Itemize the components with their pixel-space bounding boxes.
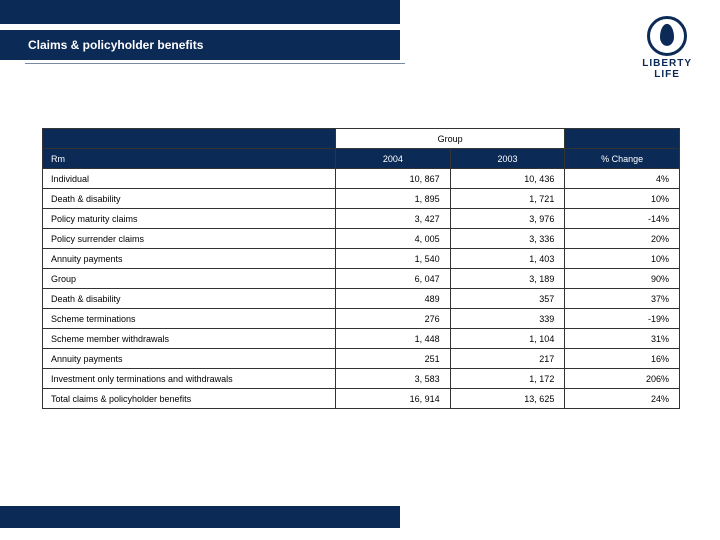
row-2003: 10, 436 [450,169,565,189]
row-2003: 1, 403 [450,249,565,269]
row-label: Scheme member withdrawals [43,329,336,349]
table-row: Death & disability48935737% [43,289,680,309]
row-2004: 276 [336,309,451,329]
row-label: Total claims & policyholder benefits [43,389,336,409]
table-row: Scheme member withdrawals1, 4481, 10431% [43,329,680,349]
row-change: 206% [565,369,680,389]
row-label: Death & disability [43,289,336,309]
row-2004: 3, 583 [336,369,451,389]
row-2003: 217 [450,349,565,369]
row-2004: 4, 005 [336,229,451,249]
row-change: -19% [565,309,680,329]
row-2003: 3, 336 [450,229,565,249]
table-row: Investment only terminations and withdra… [43,369,680,389]
table-row: Annuity payments25121716% [43,349,680,369]
claims-table-container: Group Rm 2004 2003 % Change Individual10… [42,128,680,409]
row-2003: 1, 172 [450,369,565,389]
row-2003: 3, 976 [450,209,565,229]
row-2004: 1, 448 [336,329,451,349]
bottom-accent-bar [0,506,400,528]
row-2004: 1, 540 [336,249,451,269]
table-row: Group6, 0473, 18990% [43,269,680,289]
row-2004: 489 [336,289,451,309]
row-2004: 251 [336,349,451,369]
table-row: Death & disability1, 8951, 72110% [43,189,680,209]
brand-line1: LIBERTY [642,58,692,69]
row-2003: 3, 189 [450,269,565,289]
row-change: 31% [565,329,680,349]
row-change: 10% [565,249,680,269]
row-change: 4% [565,169,680,189]
title-underline [25,63,405,64]
table-row: Scheme terminations276339-19% [43,309,680,329]
table-row: Individual10, 86710, 4364% [43,169,680,189]
row-label: Policy maturity claims [43,209,336,229]
row-change: -14% [565,209,680,229]
row-label: Policy surrender claims [43,229,336,249]
table-row: Annuity payments1, 5401, 40310% [43,249,680,269]
col-2003: 2003 [450,149,565,169]
brand-line2: LIFE [642,69,692,80]
col-change: % Change [565,149,680,169]
row-change: 37% [565,289,680,309]
row-2003: 357 [450,289,565,309]
row-label: Annuity payments [43,349,336,369]
row-change: 20% [565,229,680,249]
claims-table: Group Rm 2004 2003 % Change Individual10… [42,128,680,409]
header-blank-left [43,129,336,149]
row-change: 10% [565,189,680,209]
row-2004: 16, 914 [336,389,451,409]
table-row: Total claims & policyholder benefits16, … [43,389,680,409]
row-2003: 13, 625 [450,389,565,409]
row-2004: 10, 867 [336,169,451,189]
row-2003: 339 [450,309,565,329]
flame-icon [647,16,687,56]
top-accent-bar [0,0,400,24]
header-blank-right [565,129,680,149]
page-title: Claims & policyholder benefits [28,38,203,52]
row-label: Death & disability [43,189,336,209]
row-change: 90% [565,269,680,289]
table-row: Policy maturity claims3, 4273, 976-14% [43,209,680,229]
table-row: Policy surrender claims4, 0053, 33620% [43,229,680,249]
header-group: Group [336,129,565,149]
title-bar: Claims & policyholder benefits [0,30,400,60]
row-2004: 6, 047 [336,269,451,289]
col-label: Rm [43,149,336,169]
row-2003: 1, 104 [450,329,565,349]
row-2004: 1, 895 [336,189,451,209]
row-2003: 1, 721 [450,189,565,209]
row-label: Individual [43,169,336,189]
row-2004: 3, 427 [336,209,451,229]
row-change: 16% [565,349,680,369]
row-change: 24% [565,389,680,409]
brand-logo: LIBERTY LIFE [642,16,692,80]
row-label: Annuity payments [43,249,336,269]
row-label: Investment only terminations and withdra… [43,369,336,389]
row-label: Group [43,269,336,289]
row-label: Scheme terminations [43,309,336,329]
col-2004: 2004 [336,149,451,169]
table-super-header: Group [43,129,680,149]
table-column-header: Rm 2004 2003 % Change [43,149,680,169]
